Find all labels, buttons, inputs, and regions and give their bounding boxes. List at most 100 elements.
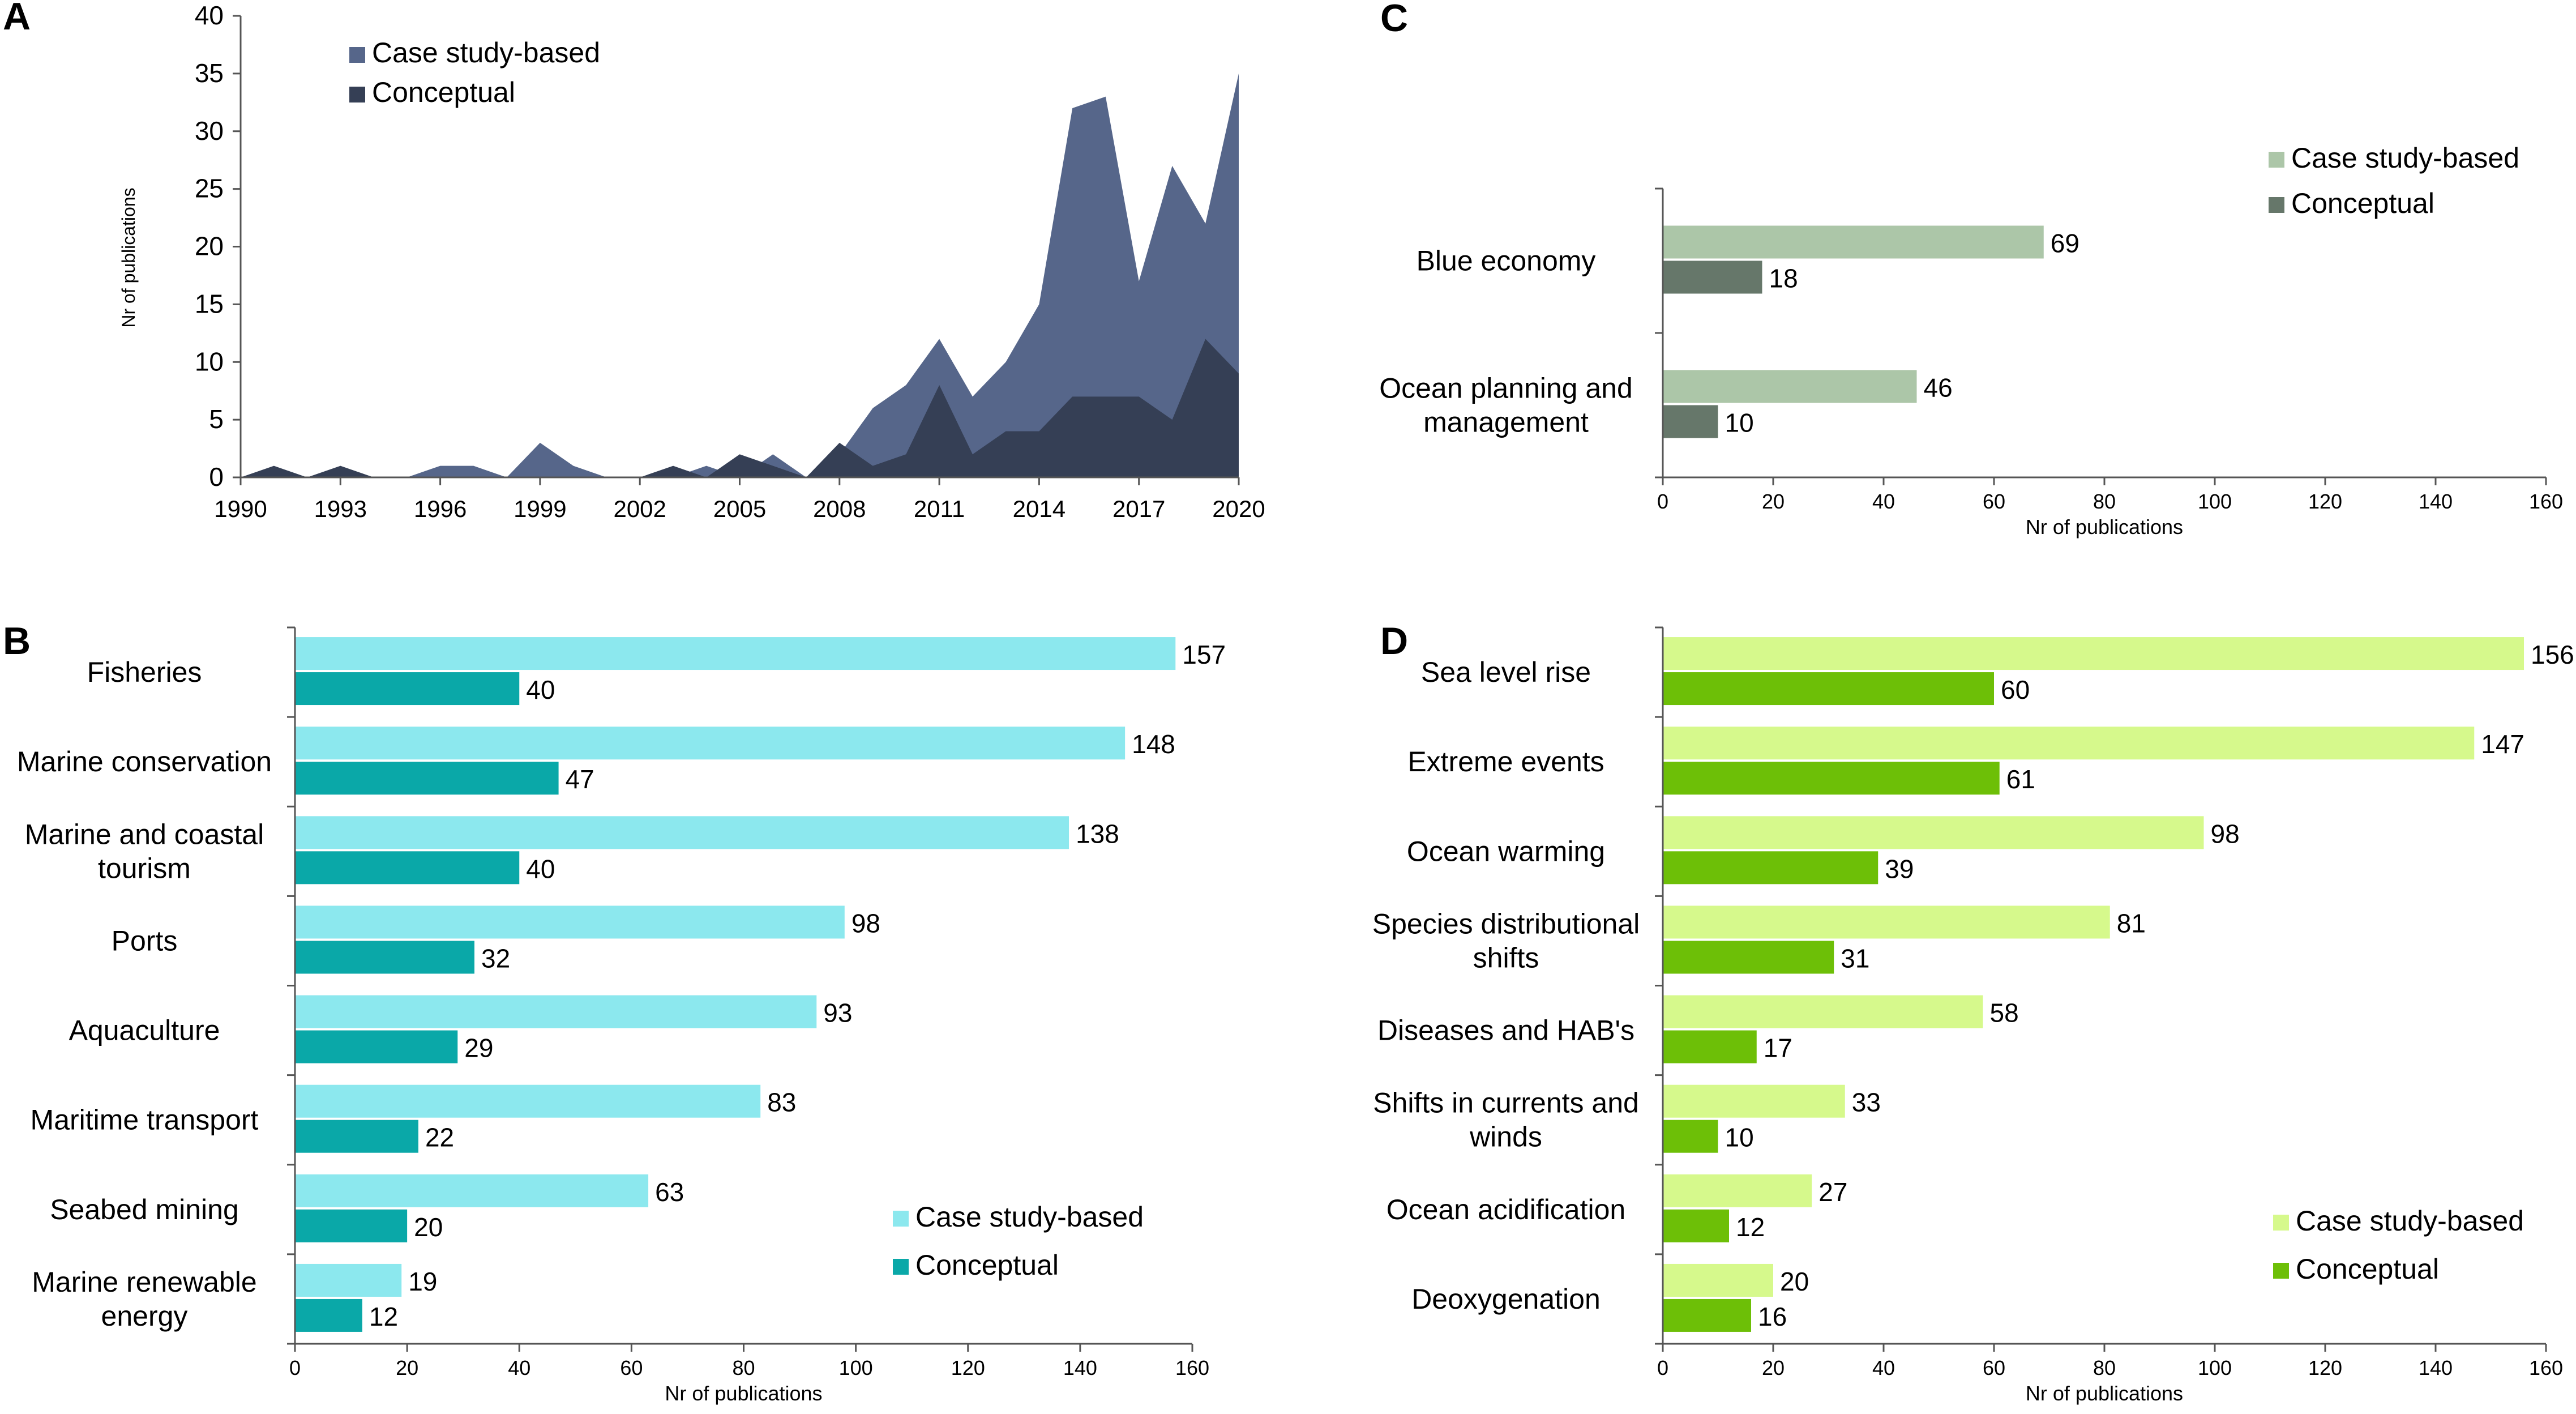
legend-swatch-case <box>2269 152 2284 168</box>
bar-case-study <box>295 1263 402 1297</box>
x-tick-label: 2017 <box>1112 495 1165 522</box>
data-label-case-study: 138 <box>1076 819 1119 848</box>
x-tick-label: 2014 <box>1013 495 1066 522</box>
bar-case-study <box>1663 1263 1773 1297</box>
data-label-case-study: 19 <box>408 1267 437 1296</box>
bar-conceptual <box>295 1209 408 1242</box>
bar-case-study <box>1663 370 1917 403</box>
x-tick-label: 2005 <box>713 495 766 522</box>
data-label-conceptual: 12 <box>1736 1212 1765 1242</box>
x-axis-label: Nr of publications <box>2026 1382 2183 1405</box>
y-tick-label: 40 <box>195 1 224 30</box>
y-tick-label: 20 <box>195 232 224 261</box>
data-label-case-study: 33 <box>1852 1088 1881 1117</box>
bar-case-study <box>295 1174 649 1207</box>
category-label: Maritime transport <box>31 1104 259 1136</box>
bar-conceptual <box>1663 405 1718 438</box>
legend-swatch-conceptual <box>893 1259 909 1275</box>
bar-case-study <box>1663 995 1983 1028</box>
category-label: Shifts in currents and <box>1373 1087 1639 1119</box>
legend-swatch-case <box>893 1211 909 1227</box>
panel-c-bar-chart: 69 18 Blue economy 46 10 Ocean planning andma… <box>1379 142 2563 539</box>
y-tick-label: 0 <box>209 462 224 492</box>
bar-conceptual <box>295 672 520 706</box>
bar-conceptual <box>295 1030 458 1063</box>
x-tick-label: 120 <box>2308 1356 2342 1379</box>
category-label: Ocean warming <box>1407 835 1605 867</box>
panel-letter-d: D <box>1380 620 1408 663</box>
panel-letter-b: B <box>3 620 31 663</box>
data-label-conceptual: 29 <box>464 1033 493 1063</box>
legend-label-conceptual: Conceptual <box>2296 1253 2439 1285</box>
legend-label-case: Case study-based <box>915 1201 1144 1233</box>
legend-swatch-conceptual <box>2273 1263 2289 1279</box>
x-tick-label: 160 <box>2529 490 2563 513</box>
y-tick-label: 5 <box>209 404 224 434</box>
category-label: shifts <box>1473 942 1539 973</box>
legend-swatch-conceptual <box>349 87 365 102</box>
data-label-case-study: 81 <box>2117 908 2146 938</box>
x-axis-label: Nr of publications <box>665 1382 822 1405</box>
bar-case-study <box>1663 727 2475 760</box>
category-label: winds <box>1469 1121 1542 1153</box>
panel-letter-c: C <box>1380 0 1408 40</box>
bar-case-study <box>295 995 817 1028</box>
data-label-case-study: 148 <box>1132 729 1175 759</box>
data-label-conceptual: 40 <box>526 675 555 704</box>
x-tick-label: 2011 <box>914 495 965 522</box>
category-label: Ocean acidification <box>1387 1194 1625 1225</box>
category-label: Ocean planning and <box>1379 373 1633 404</box>
x-axis-label: Nr of publications <box>2026 515 2183 539</box>
bar-case-study <box>1663 816 2204 849</box>
data-label-conceptual: 40 <box>526 854 555 883</box>
bar-conceptual <box>1663 1120 1718 1153</box>
bar-case-study <box>295 1084 761 1118</box>
x-tick-label: 1993 <box>314 495 367 522</box>
x-tick-label: 140 <box>2419 1356 2453 1379</box>
category-label: energy <box>101 1300 188 1332</box>
y-axis-label: Nr of publications <box>118 187 139 327</box>
category-label: Marine renewable <box>32 1266 256 1298</box>
area-series-conceptual <box>241 339 1239 477</box>
data-label-conceptual: 10 <box>1725 1123 1754 1152</box>
x-tick-label: 2020 <box>1212 495 1265 522</box>
category-label: tourism <box>98 852 191 884</box>
bar-case-study <box>295 905 845 939</box>
x-tick-label: 20 <box>1762 1356 1785 1379</box>
panel-a-area-chart: 0 5 10 15 20 25 30 35 40 1990 1993 1996 1999 2002 2005… <box>118 1 1265 522</box>
bar-conceptual <box>1663 851 1878 885</box>
legend-label-conceptual: Conceptual <box>915 1249 1059 1281</box>
x-tick-label: 100 <box>839 1356 873 1379</box>
y-tick-label: 30 <box>195 116 224 146</box>
category-label: Marine and coastal <box>25 818 264 850</box>
x-tick-label: 120 <box>2308 490 2342 513</box>
x-tick-label: 120 <box>951 1356 985 1379</box>
bar-conceptual <box>1663 672 1994 706</box>
x-tick-label: 1999 <box>514 495 566 522</box>
data-label-conceptual: 61 <box>2006 764 2035 794</box>
bar-conceptual <box>1663 1030 1757 1063</box>
data-label-case-study: 93 <box>823 998 852 1028</box>
panel-b-bar-chart: 157 40 Fisheries 148 47 Marine conservation 13… <box>17 626 1226 1405</box>
x-tick-label: 80 <box>2093 490 2116 513</box>
data-label-conceptual: 16 <box>1758 1302 1787 1331</box>
panel-letter-a: A <box>3 0 31 38</box>
y-tick-label: 35 <box>195 58 224 88</box>
bar-conceptual <box>295 762 559 795</box>
data-label-case-study: 69 <box>2051 229 2079 258</box>
category-label: Extreme events <box>1407 746 1604 778</box>
bar-conceptual <box>295 1298 362 1332</box>
bar-conceptual <box>295 941 474 974</box>
x-tick-label: 1990 <box>214 495 267 522</box>
data-label-conceptual: 20 <box>414 1212 443 1242</box>
bar-case-study <box>1663 225 2044 259</box>
data-label-conceptual: 32 <box>481 943 510 973</box>
x-tick-label: 100 <box>2198 490 2232 513</box>
x-tick-label: 60 <box>1983 1356 2005 1379</box>
legend-swatch-case <box>349 47 365 63</box>
data-label-conceptual: 22 <box>425 1123 454 1152</box>
data-label-case-study: 157 <box>1182 640 1226 669</box>
legend-label-conceptual: Conceptual <box>372 76 515 108</box>
x-tick-label: 140 <box>1063 1356 1097 1379</box>
